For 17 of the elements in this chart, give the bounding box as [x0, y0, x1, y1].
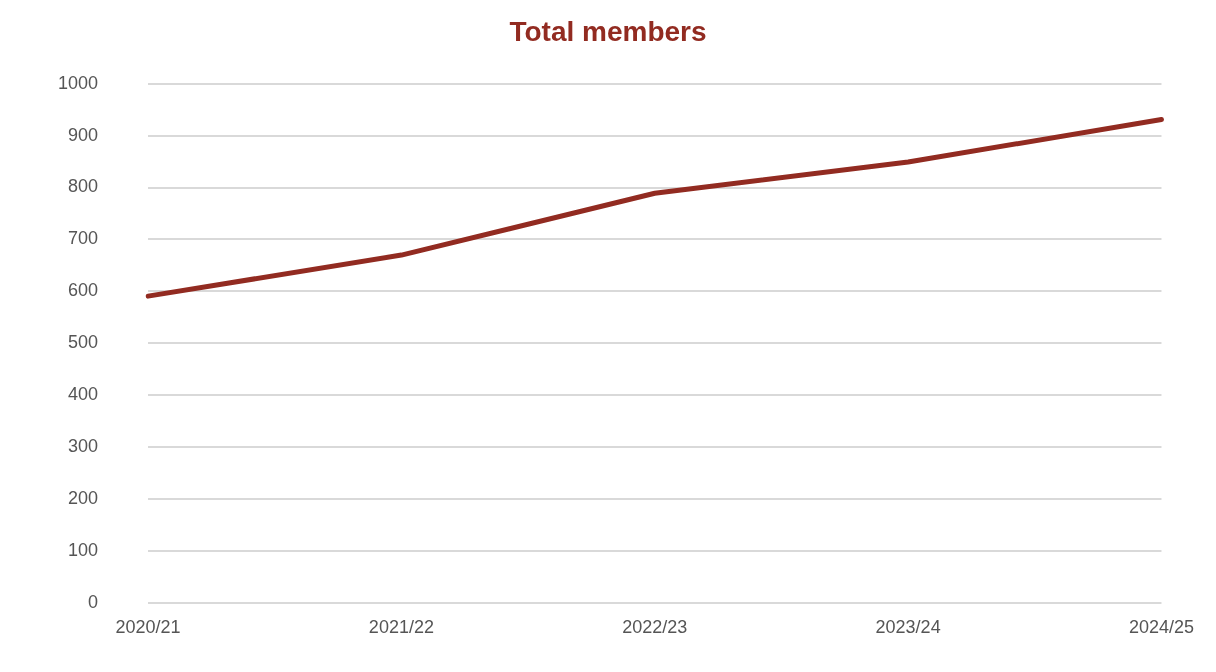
y-tick-label: 100: [68, 540, 99, 561]
y-tick-label: 900: [68, 124, 99, 145]
y-tick-label: 800: [68, 176, 99, 197]
x-tick-label: 2024/25: [1128, 616, 1195, 637]
y-tick-label: 700: [68, 228, 99, 249]
y-tick-label: 600: [68, 280, 99, 301]
x-tick-label: 2020/21: [115, 616, 181, 637]
chart-title: Total members: [509, 15, 707, 47]
x-tick-label: 2021/22: [368, 616, 434, 637]
y-tick-label: 400: [68, 384, 99, 405]
y-tick-label: 500: [68, 332, 99, 353]
y-tick-label: 200: [68, 488, 99, 509]
x-tick-label: 2022/23: [622, 616, 688, 637]
y-tick-label: 1000: [58, 72, 99, 93]
y-tick-label: 300: [68, 436, 99, 457]
y-tick-label: 0: [88, 592, 99, 613]
x-tick-label: 2023/24: [875, 616, 941, 637]
